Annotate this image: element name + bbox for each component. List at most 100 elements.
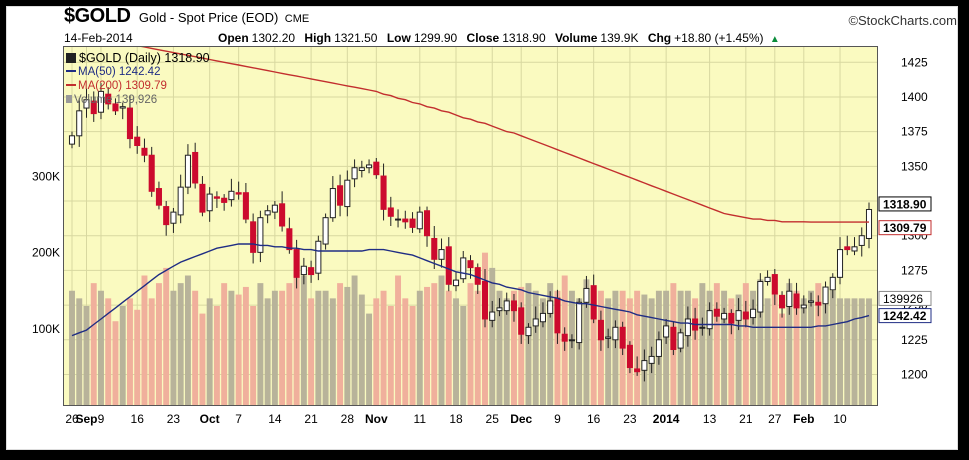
candle-body xyxy=(213,196,220,199)
candle-body xyxy=(619,326,626,349)
volume-bar xyxy=(69,290,75,405)
x-tick-label: 11 xyxy=(414,412,427,426)
volume-bar xyxy=(822,290,829,405)
candle-body xyxy=(829,276,836,291)
candle-body xyxy=(221,197,228,203)
candle-body xyxy=(206,193,213,212)
candle-body xyxy=(199,183,206,213)
candle-body xyxy=(431,237,438,260)
candle-body xyxy=(757,281,764,313)
volume-bar xyxy=(300,275,307,405)
x-tick-label: Oct xyxy=(200,412,220,426)
x-tick-label: 25 xyxy=(486,412,500,426)
x-tick-label: 26 xyxy=(65,412,79,426)
volume-bar xyxy=(98,290,104,405)
volume-bar xyxy=(829,290,836,405)
volume-bar xyxy=(235,294,242,405)
candle-body xyxy=(721,312,728,320)
candle-body xyxy=(184,154,191,188)
legend-ma200: MA(200) 1309.79 xyxy=(66,79,210,93)
candle-body xyxy=(257,217,264,253)
legend-ma200-text: MA(200) 1309.79 xyxy=(78,80,167,92)
candle-body xyxy=(561,333,568,342)
stockcharts-credit[interactable]: ©StockCharts.com xyxy=(848,13,957,28)
candle-body xyxy=(235,192,242,195)
volume-bar xyxy=(713,283,720,405)
candle-body xyxy=(568,339,575,342)
candle-body xyxy=(395,218,402,221)
candle-body xyxy=(539,312,546,323)
volume-bar xyxy=(250,305,257,405)
x-tick-label: Feb xyxy=(793,412,814,426)
candle-body xyxy=(800,304,807,309)
candle-body xyxy=(764,276,771,283)
candle-body xyxy=(525,326,532,337)
volume-bar xyxy=(750,290,757,405)
volume-bar xyxy=(126,298,133,405)
volume-bar xyxy=(800,298,807,405)
candle-body xyxy=(105,93,112,105)
y-tick-label: 1425 xyxy=(901,55,928,69)
candle-body xyxy=(626,344,633,369)
volume-bar xyxy=(242,286,249,405)
volume-bar xyxy=(757,279,764,405)
volume-bar xyxy=(344,286,351,405)
volume-bar xyxy=(721,290,728,405)
x-tick-label: 23 xyxy=(623,412,637,426)
volume-bar xyxy=(322,290,329,405)
x-tick-label: Nov xyxy=(365,412,388,426)
candle-body xyxy=(858,235,865,246)
legend-ma50: MA(50) 1242.42 xyxy=(66,65,210,79)
candle-body xyxy=(322,217,329,245)
candle-body xyxy=(793,293,800,309)
volume-bar xyxy=(431,283,438,405)
description-label: Gold - Spot Price (EOD) xyxy=(138,10,279,25)
x-tick-label: Dec xyxy=(510,412,532,426)
volume-tag-text: 139926 xyxy=(883,292,923,306)
candle-body xyxy=(851,246,858,252)
legend: $GOLD (Daily) 1318.90 MA(50) 1242.42 MA(… xyxy=(66,51,210,107)
volume-bar xyxy=(366,313,373,405)
candle-body xyxy=(786,290,793,307)
candle-body xyxy=(148,154,155,192)
volume-bar xyxy=(815,283,822,405)
candle-body xyxy=(518,307,525,335)
volume-bar xyxy=(90,283,97,405)
volume-bar xyxy=(206,298,213,405)
candle-body xyxy=(83,99,90,109)
candle-body xyxy=(532,318,539,327)
volume-bar xyxy=(467,283,474,405)
candle-body xyxy=(808,300,815,303)
candle-body xyxy=(583,287,590,303)
volume-bar xyxy=(482,252,488,405)
volume-bar xyxy=(228,290,235,405)
volume-bar xyxy=(489,267,496,405)
volume-bar xyxy=(105,298,112,405)
candle-body xyxy=(416,211,423,230)
candle-body xyxy=(467,260,474,269)
volume-bar xyxy=(474,290,481,405)
candle-body xyxy=(344,179,351,208)
candle-body xyxy=(576,301,583,344)
volume-bar xyxy=(380,290,387,405)
volume-bar xyxy=(699,283,706,405)
candle-body xyxy=(380,175,387,210)
volume-bar xyxy=(453,298,459,405)
candle-body xyxy=(648,355,655,364)
candle-body xyxy=(452,279,460,287)
candle-body xyxy=(337,185,344,206)
ma50-line xyxy=(71,243,870,337)
candle-body xyxy=(126,107,133,140)
volume-bar xyxy=(148,298,155,405)
volume-bar xyxy=(134,309,141,405)
candle-body xyxy=(250,221,257,253)
candle-body xyxy=(409,218,416,228)
volume-bar xyxy=(315,290,322,405)
candle-body xyxy=(112,103,119,112)
candle-body xyxy=(155,188,162,206)
x-tick-label: 2014 xyxy=(653,412,680,426)
candle-body xyxy=(242,192,249,220)
candle-body xyxy=(134,136,141,147)
y-tick-label: 1400 xyxy=(901,90,928,104)
